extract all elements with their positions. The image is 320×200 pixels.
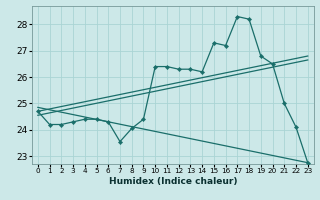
X-axis label: Humidex (Indice chaleur): Humidex (Indice chaleur)	[108, 177, 237, 186]
